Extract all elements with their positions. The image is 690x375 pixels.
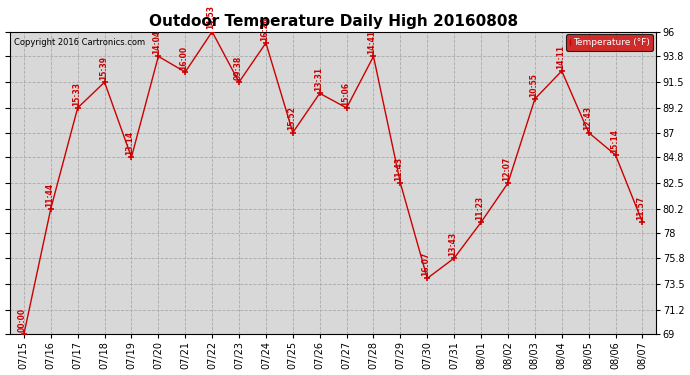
Text: 11:43: 11:43 — [395, 157, 404, 181]
Text: 13:43: 13:43 — [448, 232, 457, 256]
Text: 16:07: 16:07 — [422, 252, 431, 276]
Text: 00:00: 00:00 — [18, 308, 27, 332]
Text: 11:44: 11:44 — [45, 183, 54, 207]
Text: 14:04: 14:04 — [152, 30, 161, 54]
Text: 12:07: 12:07 — [502, 156, 511, 181]
Text: 14:41: 14:41 — [368, 30, 377, 54]
Text: 16:26: 16:26 — [260, 16, 269, 40]
Title: Outdoor Temperature Daily High 20160808: Outdoor Temperature Daily High 20160808 — [148, 14, 518, 29]
Text: 14:11: 14:11 — [556, 45, 565, 69]
Text: 10:55: 10:55 — [529, 73, 538, 97]
Text: 15:06: 15:06 — [341, 82, 350, 106]
Text: 15:33: 15:33 — [72, 82, 81, 106]
Legend: Temperature (°F): Temperature (°F) — [566, 34, 653, 51]
Text: 16:00: 16:00 — [179, 46, 188, 70]
Text: 13:31: 13:31 — [314, 67, 323, 91]
Text: 11:23: 11:23 — [475, 196, 484, 220]
Text: 15:14: 15:14 — [610, 129, 619, 153]
Text: 14:53: 14:53 — [206, 6, 215, 30]
Text: 09:38: 09:38 — [233, 56, 242, 80]
Text: 12:43: 12:43 — [583, 106, 592, 130]
Text: Copyright 2016 Cartronics.com: Copyright 2016 Cartronics.com — [14, 38, 145, 47]
Text: 15:39: 15:39 — [99, 56, 108, 80]
Text: 15:52: 15:52 — [287, 106, 296, 130]
Text: 13:14: 13:14 — [126, 131, 135, 155]
Text: 11:57: 11:57 — [637, 196, 646, 220]
